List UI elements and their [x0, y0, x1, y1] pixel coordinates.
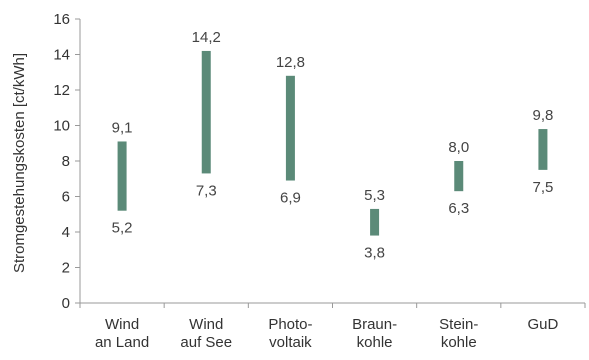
range-bar [285, 75, 295, 181]
range-bar [454, 161, 464, 192]
y-tick-label: 14 [53, 47, 70, 64]
x-category-label: GuD [527, 316, 558, 333]
x-category-label-line: kohle [357, 334, 393, 351]
x-category-label-line: kohle [441, 334, 477, 351]
x-category-label-line: Wind [189, 316, 223, 333]
high-value-label: 9,1 [112, 119, 133, 136]
high-value-label: 8,0 [448, 139, 469, 156]
y-tick-label: 16 [53, 11, 70, 28]
high-value-label: 5,3 [364, 187, 385, 204]
high-value-label: 9,8 [532, 107, 553, 124]
low-value-label: 6,3 [448, 200, 469, 217]
range-bar [117, 141, 127, 211]
range-bar [538, 129, 548, 170]
y-tick-label: 10 [53, 118, 70, 135]
range-bar [370, 208, 380, 236]
chart-marks: 9,1 5,2 14,2 7,3 12,8 6,9 5,3 3,8 8,0 6,3 9,8 7,5 [112, 29, 554, 262]
x-category-label: Stein-kohle [439, 316, 478, 351]
x-category-label: Wind auf See [180, 316, 232, 351]
x-category-label: Wind an Land [95, 316, 149, 351]
x-category-label-line: auf See [180, 334, 232, 351]
high-value-label: 12,8 [276, 54, 305, 71]
x-category-label-line: Wind [105, 316, 139, 333]
y-tick-label: 2 [62, 260, 70, 277]
y-tick-label: 12 [53, 82, 70, 99]
y-tick-label: 6 [62, 189, 70, 206]
y-tick-label: 8 [62, 153, 70, 170]
x-category-label-line: Stein- [439, 316, 478, 333]
y-axis-label: Stromgestehungskosten [ct/kWh] [11, 53, 28, 273]
x-category-label-line: an Land [95, 334, 149, 351]
x-category-label-line: voltaik [269, 334, 312, 351]
x-category-label-line: GuD [527, 316, 558, 333]
y-tick-label: 4 [62, 224, 70, 241]
low-value-label: 7,3 [196, 182, 217, 199]
range-bar [201, 50, 211, 174]
low-value-label: 7,5 [532, 179, 553, 196]
low-value-label: 3,8 [364, 245, 385, 262]
low-value-label: 6,9 [280, 190, 301, 207]
x-category-label: Braun-kohle [352, 316, 397, 351]
x-category-label: Photo-voltaik [268, 316, 312, 351]
x-category-label-line: Braun- [352, 316, 397, 333]
x-category-label-line: Photo- [268, 316, 312, 333]
high-value-label: 14,2 [192, 29, 221, 46]
low-value-label: 5,2 [112, 220, 133, 237]
y-tick-label: 0 [62, 295, 70, 312]
